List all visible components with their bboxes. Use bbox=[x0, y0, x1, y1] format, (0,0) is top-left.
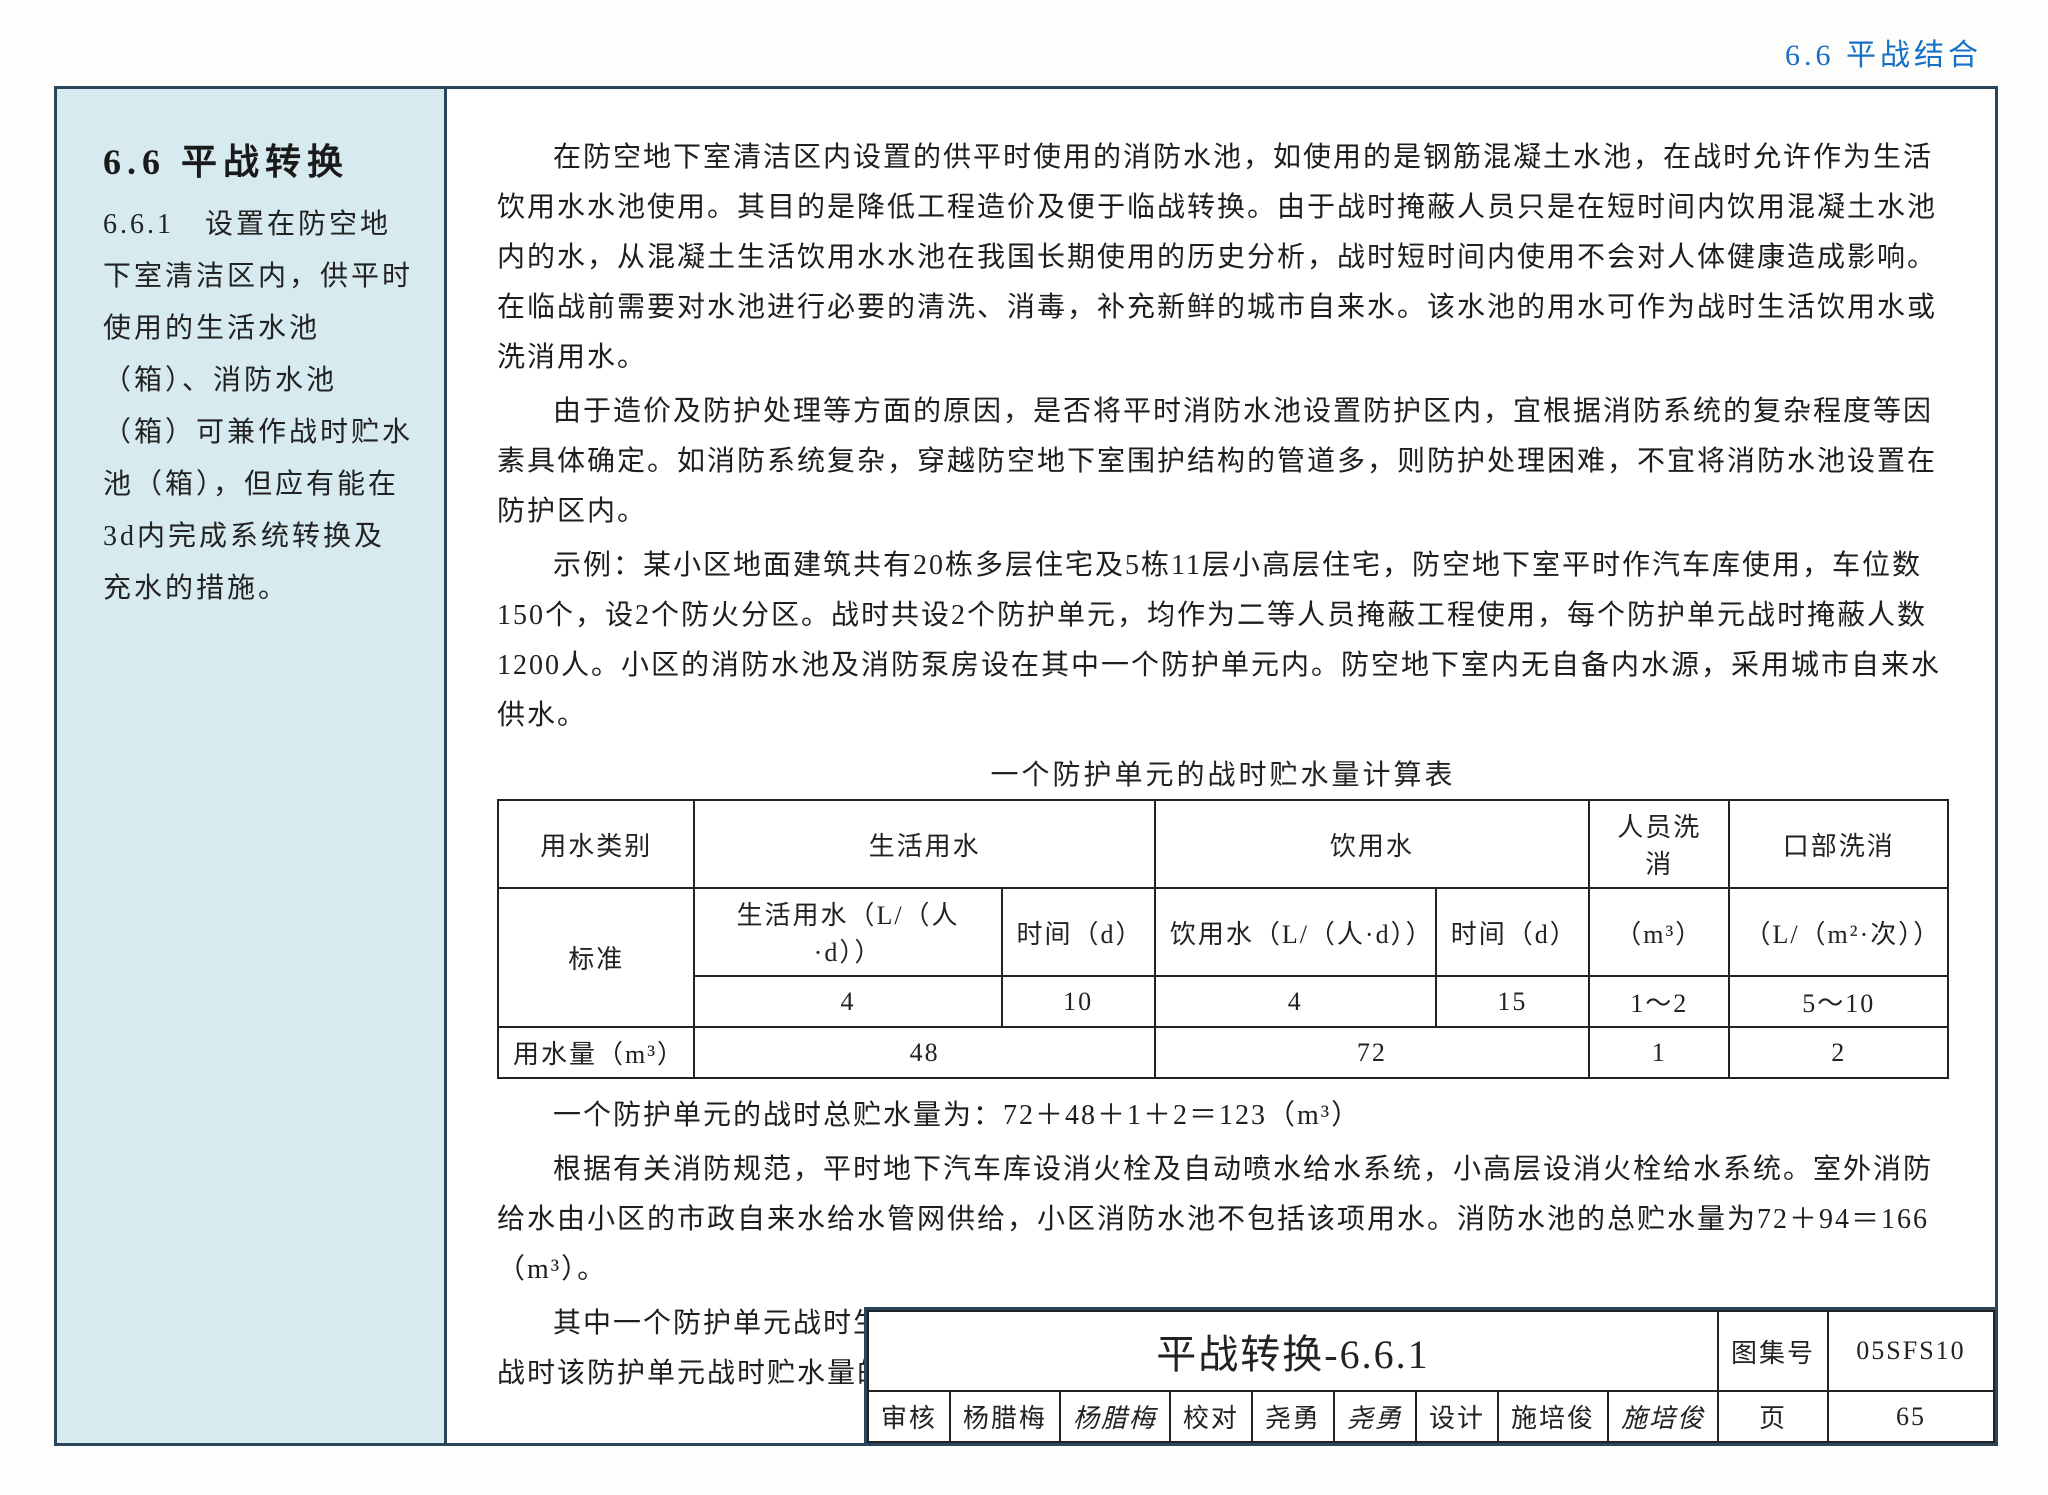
sidebar: 6.6 平战转换 6.6.1 设置在防空地下室清洁区内，供平时使用的生活水池（箱… bbox=[57, 89, 447, 1443]
table-title: 一个防护单元的战时贮水量计算表 bbox=[497, 753, 1949, 793]
cell: 72 bbox=[1155, 1027, 1589, 1078]
cell-label: 设计 bbox=[1416, 1391, 1498, 1442]
cell: 4 bbox=[1155, 976, 1436, 1027]
table-row: 审核 杨腊梅 杨腊梅 校对 尧勇 尧勇 设计 施培俊 施培俊 页 65 bbox=[868, 1391, 1994, 1442]
cell: 时间（d） bbox=[1002, 888, 1155, 976]
cell: 标准 bbox=[498, 888, 694, 1027]
cell: 10 bbox=[1002, 976, 1155, 1027]
table-row: 4 10 4 15 1～25～10 bbox=[498, 976, 1948, 1027]
drawing-title: 平战转换-6.6.1 bbox=[868, 1311, 1718, 1391]
main-content: 在防空地下室清洁区内设置的供平时使用的消防水池，如使用的是钢筋混凝土水池，在战时… bbox=[447, 89, 1995, 1443]
water-calc-table: 用水类别 生活用水 饮用水 人员洗消 口部洗消 标准 生活用水（L/（人·d））… bbox=[497, 799, 1949, 1079]
cell: 4 bbox=[694, 976, 1001, 1027]
sidebar-title: 6.6 平战转换 bbox=[103, 133, 414, 185]
page: 6.6 平战结合 6.6 平战转换 6.6.1 设置在防空地下室清洁区内，供平时… bbox=[0, 0, 2048, 1495]
signature: 施培俊 bbox=[1608, 1391, 1718, 1442]
paragraph-1: 在防空地下室清洁区内设置的供平时使用的消防水池，如使用的是钢筋混凝土水池，在战时… bbox=[497, 133, 1949, 383]
paragraph-3: 示例：某小区地面建筑共有20栋多层住宅及5栋11层小高层住宅，防空地下室平时作汽… bbox=[497, 541, 1949, 741]
title-block: 平战转换-6.6.1 图集号 05SFS10 审核 杨腊梅 杨腊梅 校对 尧勇 … bbox=[864, 1307, 1998, 1446]
signature: 尧勇 bbox=[1334, 1391, 1416, 1442]
table-row: 用水量（m³） 48 72 1 2 bbox=[498, 1027, 1948, 1078]
cell: （m³） bbox=[1589, 888, 1729, 976]
cell: 生活用水 bbox=[694, 800, 1154, 888]
cell: 用水类别 bbox=[498, 800, 694, 888]
cell: 2 bbox=[1729, 1027, 1948, 1078]
paragraph-2: 由于造价及防护处理等方面的原因，是否将平时消防水池设置防护区内，宜根据消防系统的… bbox=[497, 387, 1949, 537]
cell-value: 杨腊梅 bbox=[950, 1391, 1060, 1442]
cell: 人员洗消 bbox=[1589, 800, 1729, 888]
cell-value: 施培俊 bbox=[1498, 1391, 1608, 1442]
cell-value: 05SFS10 bbox=[1828, 1311, 1994, 1391]
cell: 饮用水 bbox=[1155, 800, 1589, 888]
cell: 5～10 bbox=[1729, 976, 1948, 1027]
paragraph-5: 根据有关消防规范，平时地下汽车库设消火栓及自动喷水给水系统，小高层设消火栓给水系… bbox=[497, 1145, 1949, 1295]
title-block-table: 平战转换-6.6.1 图集号 05SFS10 审核 杨腊梅 杨腊梅 校对 尧勇 … bbox=[867, 1310, 1995, 1443]
table-row: 用水类别 生活用水 饮用水 人员洗消 口部洗消 bbox=[498, 800, 1948, 888]
paragraph-total: 一个防护单元的战时总贮水量为：72＋48＋1＋2＝123（m³） bbox=[497, 1091, 1949, 1141]
cell: 生活用水（L/（人·d）） bbox=[694, 888, 1001, 976]
signature: 杨腊梅 bbox=[1060, 1391, 1170, 1442]
cell-label: 页 bbox=[1718, 1391, 1828, 1442]
cell: 饮用水（L/（人·d）） bbox=[1155, 888, 1436, 976]
cell-value: 65 bbox=[1828, 1391, 1994, 1442]
header-section-link: 6.6 平战结合 bbox=[1785, 30, 1982, 74]
cell-label: 校对 bbox=[1170, 1391, 1252, 1442]
table-row: 标准 生活用水（L/（人·d）） 时间（d） 饮用水（L/（人·d）） 时间（d… bbox=[498, 888, 1948, 976]
cell-label: 图集号 bbox=[1718, 1311, 1828, 1391]
cell: 用水量（m³） bbox=[498, 1027, 694, 1078]
cell: 口部洗消 bbox=[1729, 800, 1948, 888]
cell: （L/（m²·次）） bbox=[1729, 888, 1948, 976]
cell: 时间（d） bbox=[1436, 888, 1589, 976]
cell: 1 bbox=[1589, 1027, 1729, 1078]
table-row: 平战转换-6.6.1 图集号 05SFS10 bbox=[868, 1311, 1994, 1391]
cell: 15 bbox=[1436, 976, 1589, 1027]
cell: 1～2 bbox=[1589, 976, 1729, 1027]
cell: 48 bbox=[694, 1027, 1154, 1078]
sidebar-clause-text: 6.6.1 设置在防空地下室清洁区内，供平时使用的生活水池（箱）、消防水池（箱）… bbox=[103, 199, 414, 615]
content-frame: 6.6 平战转换 6.6.1 设置在防空地下室清洁区内，供平时使用的生活水池（箱… bbox=[54, 86, 1998, 1446]
cell-value: 尧勇 bbox=[1252, 1391, 1334, 1442]
cell-label: 审核 bbox=[868, 1391, 950, 1442]
